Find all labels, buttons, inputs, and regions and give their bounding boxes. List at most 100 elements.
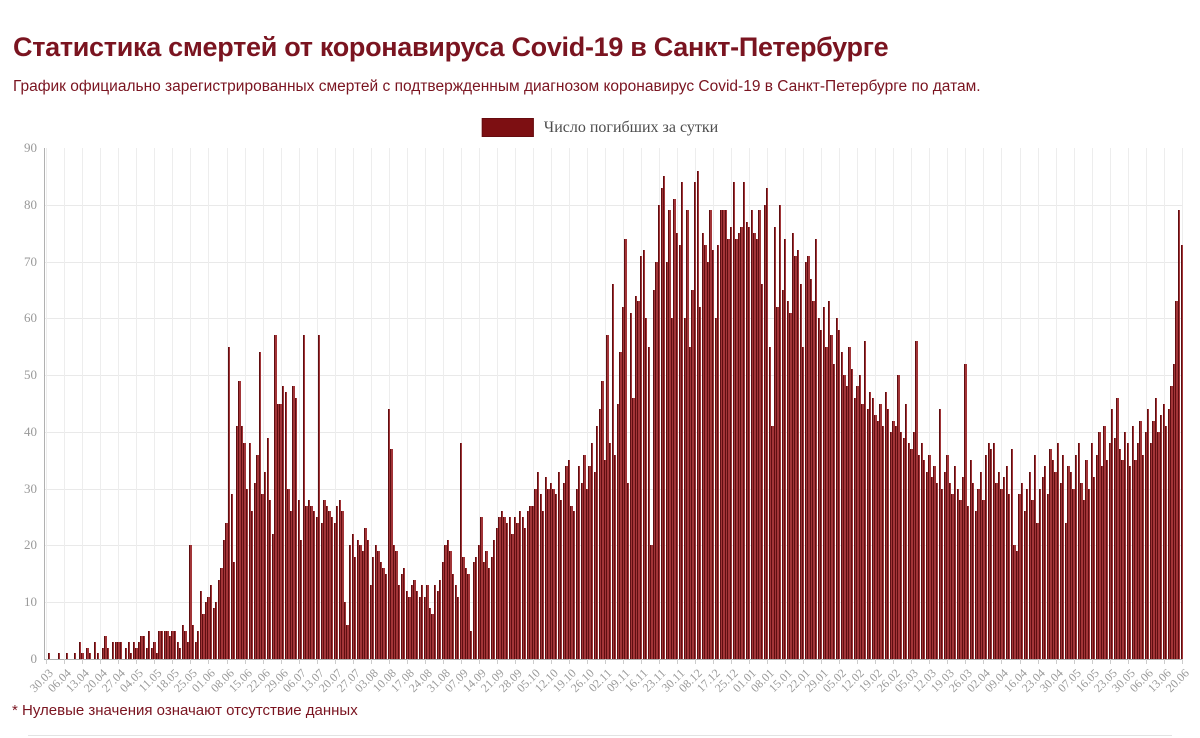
bar[interactable] xyxy=(58,653,61,659)
bar[interactable] xyxy=(382,568,385,659)
bar[interactable] xyxy=(191,624,195,659)
bar[interactable] xyxy=(892,420,895,659)
bar[interactable] xyxy=(207,596,210,659)
bar[interactable] xyxy=(158,630,161,659)
bar[interactable] xyxy=(580,482,584,659)
bar[interactable] xyxy=(742,182,746,659)
bar[interactable] xyxy=(168,636,172,659)
bar[interactable] xyxy=(915,341,918,659)
bar[interactable] xyxy=(94,641,97,659)
bar[interactable] xyxy=(279,403,282,659)
bar[interactable] xyxy=(1162,403,1165,659)
bar[interactable] xyxy=(565,465,568,659)
bar[interactable] xyxy=(799,284,802,659)
bar[interactable] xyxy=(202,613,205,659)
bar[interactable] xyxy=(354,556,357,659)
bar[interactable] xyxy=(526,511,529,659)
bar[interactable] xyxy=(1082,500,1086,659)
bar[interactable] xyxy=(521,517,524,659)
bar[interactable] xyxy=(1118,448,1122,659)
bar[interactable] xyxy=(181,624,184,659)
bar[interactable] xyxy=(500,511,504,659)
bar[interactable] xyxy=(199,590,202,659)
bar[interactable] xyxy=(609,443,612,659)
bar[interactable] xyxy=(992,443,995,659)
bar[interactable] xyxy=(727,238,730,659)
bar[interactable] xyxy=(946,454,949,659)
bar[interactable] xyxy=(1129,465,1132,659)
bar[interactable] xyxy=(518,511,522,659)
bar[interactable] xyxy=(356,539,360,659)
bar[interactable] xyxy=(318,335,321,659)
bar[interactable] xyxy=(508,517,511,659)
bar[interactable] xyxy=(905,403,908,659)
bar[interactable] xyxy=(591,443,594,659)
bar[interactable] xyxy=(984,454,988,659)
bar[interactable] xyxy=(441,562,444,659)
bar[interactable] xyxy=(794,255,797,659)
bar[interactable] xyxy=(1077,443,1080,659)
bar[interactable] xyxy=(791,233,795,659)
bar[interactable] xyxy=(848,346,851,659)
bar[interactable] xyxy=(745,221,748,659)
bar[interactable] xyxy=(619,352,622,659)
bar[interactable] xyxy=(315,517,318,659)
bar[interactable] xyxy=(856,386,859,659)
bar[interactable] xyxy=(598,409,602,659)
bar[interactable] xyxy=(413,579,416,659)
bar[interactable] xyxy=(928,454,931,659)
bar[interactable] xyxy=(603,460,607,659)
bar[interactable] xyxy=(997,471,1001,659)
bar[interactable] xyxy=(320,522,323,659)
bar[interactable] xyxy=(593,471,596,659)
bar[interactable] xyxy=(1131,426,1134,659)
bar[interactable] xyxy=(459,443,463,659)
bar[interactable] xyxy=(933,465,936,659)
bar[interactable] xyxy=(1160,414,1163,659)
bar[interactable] xyxy=(699,306,702,659)
bar[interactable] xyxy=(212,607,215,659)
bar[interactable] xyxy=(274,335,277,659)
bar[interactable] xyxy=(990,448,993,659)
bar[interactable] xyxy=(341,511,344,659)
bar[interactable] xyxy=(294,397,298,659)
bar[interactable] xyxy=(163,630,166,659)
bar[interactable] xyxy=(954,465,957,659)
bar[interactable] xyxy=(982,500,985,659)
bar[interactable] xyxy=(472,562,475,659)
bar[interactable] xyxy=(130,653,133,659)
bar[interactable] xyxy=(467,573,470,659)
bar[interactable] xyxy=(359,545,362,659)
bar[interactable] xyxy=(233,562,236,659)
bar[interactable] xyxy=(645,318,648,659)
bar[interactable] xyxy=(681,182,684,659)
bar[interactable] xyxy=(578,465,581,659)
bar[interactable] xyxy=(287,488,290,659)
bar[interactable] xyxy=(1167,409,1171,659)
bar[interactable] xyxy=(1057,443,1060,659)
bar[interactable] xyxy=(493,539,496,659)
bar[interactable] xyxy=(125,647,128,659)
bar[interactable] xyxy=(418,596,421,659)
bar[interactable] xyxy=(1018,494,1021,659)
bar[interactable] xyxy=(812,301,815,659)
bar[interactable] xyxy=(670,318,674,659)
bar[interactable] xyxy=(894,426,898,659)
bar[interactable] xyxy=(1064,522,1068,659)
bar[interactable] xyxy=(851,369,854,659)
bar[interactable] xyxy=(179,647,182,659)
bar[interactable] xyxy=(346,624,349,659)
bar[interactable] xyxy=(835,318,838,659)
bar[interactable] xyxy=(1010,448,1013,659)
bar[interactable] xyxy=(1116,397,1119,659)
bar[interactable] xyxy=(166,630,169,659)
bar[interactable] xyxy=(621,306,625,659)
bar[interactable] xyxy=(758,210,761,659)
bar[interactable] xyxy=(47,653,51,659)
bar[interactable] xyxy=(1026,488,1029,659)
bar[interactable] xyxy=(815,238,818,659)
bar[interactable] xyxy=(773,227,777,659)
bar[interactable] xyxy=(148,630,151,659)
bar[interactable] xyxy=(1152,420,1155,659)
bar[interactable] xyxy=(562,482,565,659)
